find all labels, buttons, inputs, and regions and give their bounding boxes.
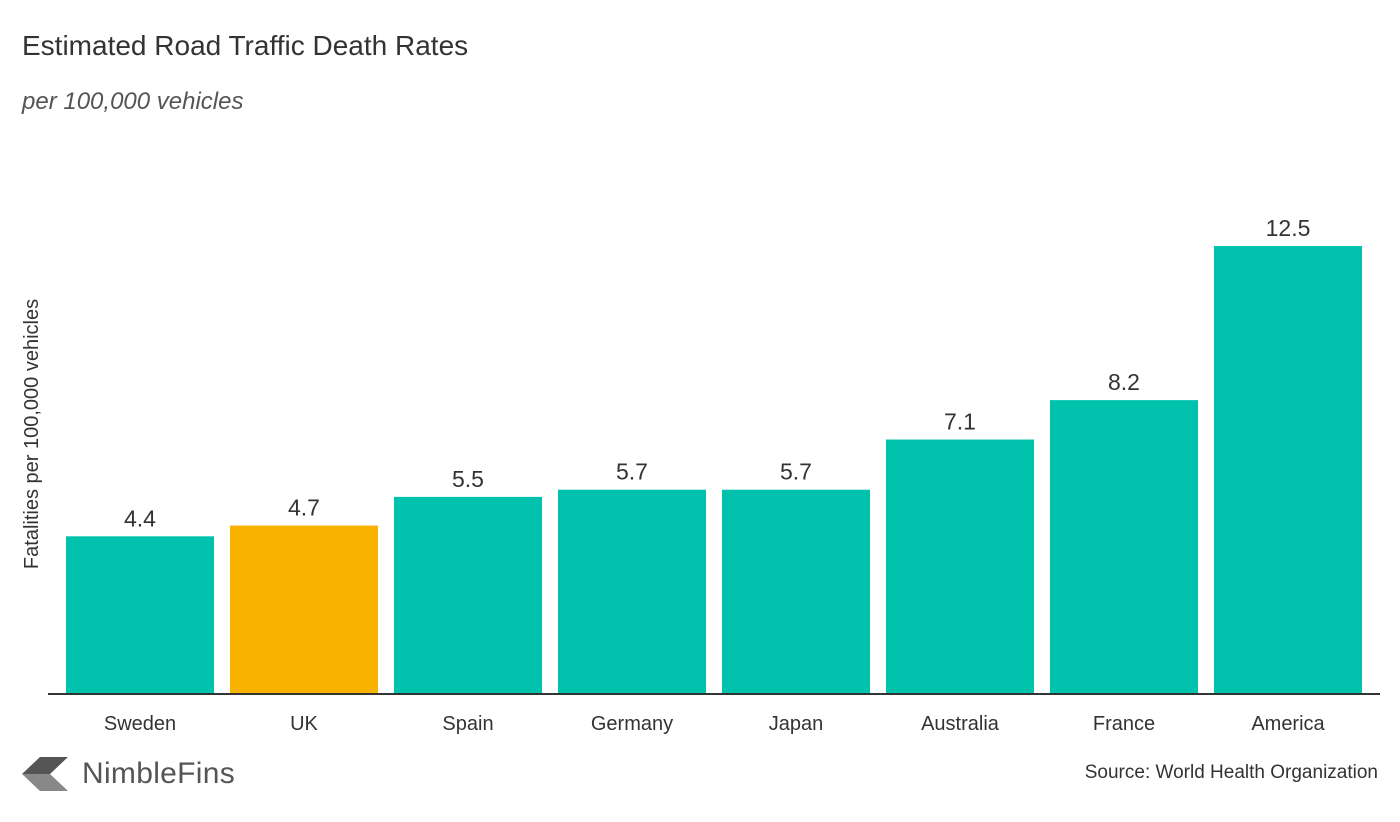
category-label-uk: UK bbox=[290, 713, 318, 735]
category-label-spain: Spain bbox=[442, 713, 493, 735]
value-labels-group: 4.4 4.7 5.5 5.7 5.7 7.1 8.2 12.5 bbox=[124, 215, 1310, 531]
category-label-australia: Australia bbox=[921, 713, 1000, 735]
value-label-australia: 7.1 bbox=[944, 409, 976, 435]
brand-name: NimbleFins bbox=[82, 757, 236, 790]
y-axis-label: Fatalities per 100,000 vehicles bbox=[21, 299, 43, 569]
chart-subtitle: per 100,000 vehicles bbox=[22, 88, 244, 115]
nimblefins-logo-icon bbox=[22, 757, 68, 791]
category-label-france: France bbox=[1093, 713, 1155, 735]
bar-america bbox=[1214, 246, 1362, 694]
source-note: Source: World Health Organization bbox=[1084, 762, 1378, 783]
bar-australia bbox=[886, 439, 1034, 694]
value-label-america: 12.5 bbox=[1266, 215, 1311, 241]
value-label-sweden: 4.4 bbox=[124, 505, 156, 531]
category-label-sweden: Sweden bbox=[104, 713, 176, 735]
bar-uk bbox=[230, 525, 378, 694]
category-labels-group: Sweden UK Spain Germany Japan Australia France… bbox=[104, 713, 1326, 735]
category-label-germany: Germany bbox=[591, 713, 673, 735]
value-label-japan: 5.7 bbox=[780, 459, 812, 485]
value-label-germany: 5.7 bbox=[616, 459, 648, 485]
bar-spain bbox=[394, 496, 542, 694]
value-label-uk: 4.7 bbox=[288, 495, 320, 521]
bar-japan bbox=[722, 489, 870, 694]
bars-group bbox=[66, 246, 1362, 694]
brand-logo: NimbleFins bbox=[22, 755, 235, 793]
value-label-france: 8.2 bbox=[1108, 369, 1140, 395]
bar-sweden bbox=[66, 536, 214, 694]
chart-title: Estimated Road Traffic Death Rates bbox=[22, 30, 469, 61]
category-label-japan: Japan bbox=[769, 713, 824, 735]
bar-france bbox=[1050, 400, 1198, 694]
value-label-spain: 5.5 bbox=[452, 466, 484, 492]
bar-germany bbox=[558, 489, 706, 694]
category-label-america: America bbox=[1251, 713, 1325, 735]
